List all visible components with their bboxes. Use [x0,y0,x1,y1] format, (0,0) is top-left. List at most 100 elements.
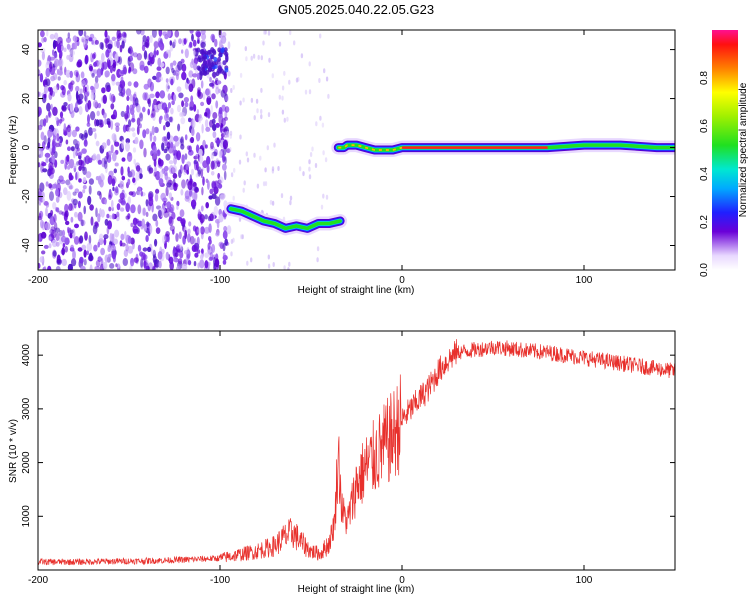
heatmap-speckle [273,142,276,148]
heatmap-speckle [81,166,86,171]
heatmap-speckle [49,33,55,40]
heatmap-speckle [224,67,229,73]
heatmap-speckle [52,72,58,81]
heatmap-speckle [205,144,208,149]
heatmap-speckle [157,209,162,218]
heatmap-speckle [70,216,74,223]
heatmap-speckle [176,86,182,93]
heatmap-speckle [38,234,41,242]
heatmap-speckle [46,30,49,37]
heatmap-speckle [118,91,124,97]
heatmap-speckle [172,145,176,154]
heatmap-speckle [111,73,116,82]
heatmap-speckle [92,53,96,60]
heatmap-speckle [125,142,130,152]
heatmap-speckle [217,57,221,62]
heatmap-speckle [189,106,194,111]
heatmap-speckle [183,169,187,176]
heatmap-speckle [87,157,93,163]
heatmap-speckle [55,116,58,121]
heatmap-speckle [79,256,84,264]
heatmap-speckle [172,173,178,179]
heatmap-speckle [60,235,67,243]
heatmap-speckle [139,139,144,150]
heatmap-speckle [232,84,235,90]
heatmap-speckle [142,35,147,43]
y-tick-label: 40 [21,44,32,56]
heatmap-speckle [280,193,284,199]
heatmap-speckle [109,232,113,242]
x-tick-label: 100 [576,275,593,286]
heatmap-speckle [173,155,178,165]
heatmap-speckle [101,52,105,63]
heatmap-speckle [179,138,183,144]
heatmap-speckle [94,132,97,140]
heatmap-speckle [219,39,223,50]
heatmap-speckle [298,166,302,172]
spectrogram-ridge-core [338,144,403,151]
heatmap-speckle [165,121,171,128]
heatmap-speckle [127,178,131,186]
heatmap-speckle [120,70,126,75]
heatmap-speckle [103,234,109,240]
heatmap-speckle [68,203,73,212]
heatmap-speckle [87,114,90,124]
heatmap-speckle [230,172,234,178]
heatmap-speckle [69,103,74,112]
heatmap-speckle [239,134,242,140]
heatmap-speckle [168,192,172,200]
heatmap-speckle [250,257,253,263]
heatmap-speckle [264,181,268,187]
heatmap-speckle [209,213,214,222]
heatmap-speckle [147,98,151,105]
heatmap-speckle [49,61,53,69]
heatmap-speckle [61,86,66,96]
heatmap-speckle [104,70,110,78]
heatmap-speckle [201,66,206,72]
heatmap-speckle [120,110,125,118]
heatmap-speckle [45,207,48,217]
heatmap-speckle [107,244,113,250]
heatmap-speckle [88,127,93,136]
heatmap-speckle [263,30,266,35]
spectrogram-heatmap [38,30,675,270]
heatmap-speckle [51,229,57,239]
heatmap-speckle [252,53,256,59]
heatmap-speckle [111,213,115,220]
heatmap-speckle [277,166,280,171]
heatmap-speckle [222,84,228,94]
heatmap-speckle [267,254,270,260]
heatmap-speckle [38,212,42,219]
heatmap-speckle [42,168,48,173]
heatmap-speckle [168,165,175,175]
heatmap-speckle [260,87,263,93]
heatmap-speckle [43,265,47,270]
heatmap-speckle [153,50,157,58]
heatmap-speckle [139,112,144,122]
heatmap-speckle [199,214,205,224]
heatmap-speckle [193,261,197,267]
heatmap-speckle [256,183,260,189]
heatmap-speckle [223,170,227,181]
heatmap-speckle [176,104,182,113]
heatmap-speckle [106,226,110,235]
heatmap-speckle [191,168,194,176]
heatmap-speckle [71,159,75,165]
heatmap-speckle [111,133,117,141]
heatmap-speckle [181,217,186,226]
heatmap-speckle [45,78,51,87]
heatmap-speckle [47,128,53,138]
heatmap-speckle [149,224,153,234]
heatmap-speckle [75,90,79,101]
heatmap-speckle [120,76,124,82]
heatmap-speckle [108,253,112,258]
heatmap-speckle [58,59,63,65]
heatmap-speckle [176,205,179,210]
heatmap-speckle [61,104,65,111]
heatmap-speckle [211,93,216,100]
heatmap-speckle [78,178,82,183]
heatmap-speckle [304,89,308,95]
heatmap-speckle [165,231,170,237]
heatmap-speckle [43,36,47,43]
